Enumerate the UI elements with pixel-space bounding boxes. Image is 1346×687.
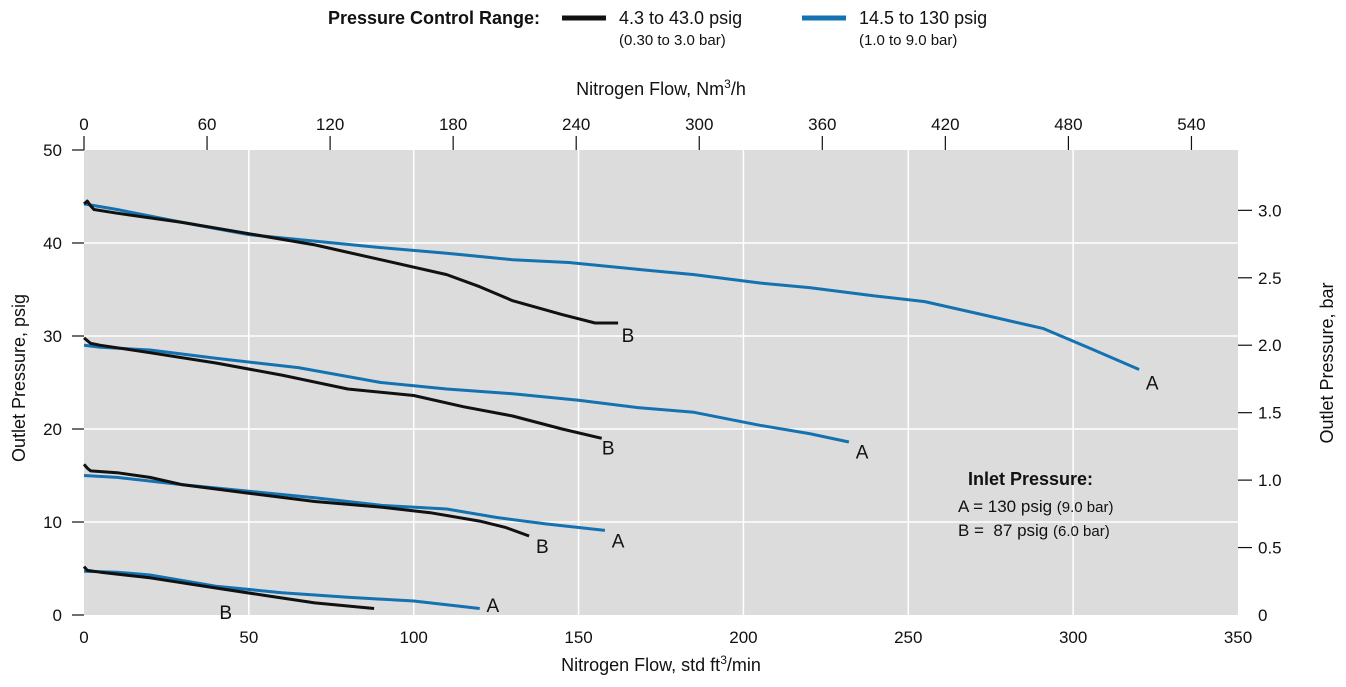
grid-lines — [84, 150, 1238, 615]
x-tick-label: 100 — [400, 628, 428, 647]
x-tick-label: 200 — [729, 628, 757, 647]
top-tick-label: 420 — [931, 115, 959, 134]
legend-item-blue-main: 14.5 to 130 psig — [859, 8, 987, 28]
x-tick-label: 250 — [894, 628, 922, 647]
curve-label-b: B — [602, 439, 615, 460]
y-axis-left-title: Outlet Pressure, psig — [9, 294, 29, 462]
annotation-line-b: B = 87 psig (6.0 bar) — [958, 521, 1110, 540]
series-line-b — [82, 463, 530, 538]
curve-label-b: B — [219, 603, 232, 624]
series-group — [82, 199, 1140, 610]
x-axis-bottom: 0 50 100 150 200 250 300 350 — [79, 628, 1252, 647]
curve-labels: A B A B A B A B — [219, 326, 1158, 624]
annotation-title: Inlet Pressure: — [968, 469, 1093, 489]
top-tick-label: 540 — [1177, 115, 1205, 134]
series-line-b — [82, 565, 375, 610]
y-tick-label: 10 — [43, 513, 62, 532]
x-axis-top: 0 60 120 180 240 300 360 420 480 540 — [79, 115, 1206, 150]
x-axis-bottom-title: Nitrogen Flow, std ft3/min — [561, 653, 761, 675]
top-tick-label: 240 — [562, 115, 590, 134]
curve-label-b: B — [622, 326, 635, 347]
top-tick-label: 180 — [439, 115, 467, 134]
legend-item-blue-sub: (1.0 to 9.0 bar) — [859, 32, 957, 49]
legend-item-black-main: 4.3 to 43.0 psig — [619, 8, 742, 28]
x-axis-top-title: Nitrogen Flow, Nm3/h — [576, 77, 746, 99]
y-axis-right: 0 0.5 1.0 1.5 2.0 2.5 3.0 — [1238, 201, 1282, 625]
top-tick-label: 60 — [198, 115, 217, 134]
inlet-pressure-annotation: Inlet Pressure: A = 130 psig (9.0 bar) B… — [958, 469, 1114, 540]
top-tick-label: 0 — [79, 115, 88, 134]
top-tick-label: 480 — [1054, 115, 1082, 134]
right-tick-label: 0.5 — [1258, 539, 1282, 558]
series-line-a — [83, 343, 850, 444]
y-tick-label: 50 — [43, 141, 62, 160]
legend-title: Pressure Control Range: — [328, 8, 540, 28]
series-line-b — [83, 199, 619, 325]
y-tick-label: 30 — [43, 327, 62, 346]
y-axis-left: 0 10 20 30 40 50 — [43, 141, 84, 625]
right-tick-label: 3.0 — [1258, 201, 1282, 220]
right-tick-label: 2.5 — [1258, 269, 1282, 288]
series-line-a — [83, 474, 606, 532]
legend-item-black-sub: (0.30 to 3.0 bar) — [619, 32, 726, 49]
x-tick-label: 350 — [1224, 628, 1252, 647]
curve-label-a: A — [856, 442, 869, 463]
y-tick-label: 20 — [43, 420, 62, 439]
top-tick-label: 120 — [316, 115, 344, 134]
curve-label-a: A — [1146, 374, 1159, 395]
top-tick-label: 300 — [685, 115, 713, 134]
right-tick-label: 0 — [1258, 606, 1267, 625]
y-tick-label: 40 — [43, 234, 62, 253]
annotation-line-a: A = 130 psig (9.0 bar) — [958, 497, 1114, 516]
plot-area — [84, 150, 1238, 615]
series-line-b — [83, 336, 603, 440]
x-tick-label: 50 — [239, 628, 258, 647]
x-tick-label: 300 — [1059, 628, 1087, 647]
right-tick-label: 2.0 — [1258, 336, 1282, 355]
curve-label-a: A — [487, 596, 500, 617]
series-line-a — [83, 569, 480, 610]
legend: Pressure Control Range: 4.3 to 43.0 psig… — [328, 8, 987, 49]
right-tick-label: 1.0 — [1258, 471, 1282, 490]
curve-label-a: A — [612, 532, 625, 553]
right-tick-label: 1.5 — [1258, 404, 1282, 423]
top-tick-label: 360 — [808, 115, 836, 134]
x-tick-label: 150 — [564, 628, 592, 647]
y-axis-right-title: Outlet Pressure, bar — [1317, 282, 1337, 443]
curve-label-b: B — [536, 537, 549, 558]
y-tick-label: 0 — [53, 606, 62, 625]
x-tick-label: 0 — [79, 628, 88, 647]
